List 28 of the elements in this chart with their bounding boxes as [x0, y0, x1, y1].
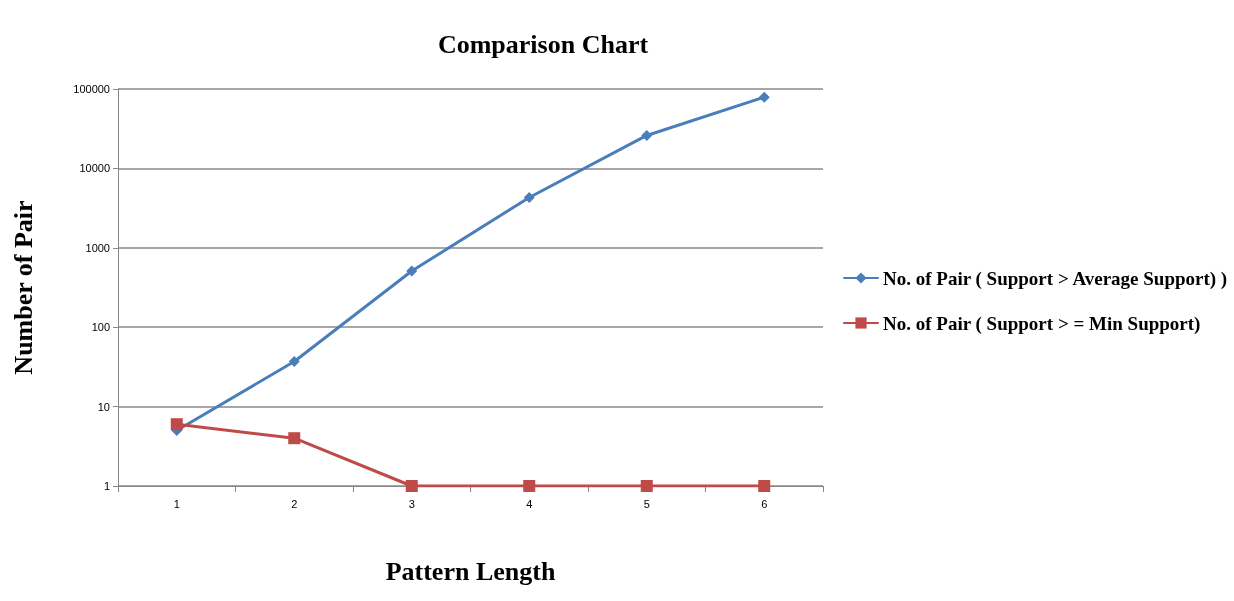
- x-tick-label: 6: [761, 497, 768, 510]
- y-tick-label: 1000: [85, 241, 110, 254]
- legend-label: No. of Pair ( Support > = Min Support): [883, 312, 1201, 335]
- x-tick-label: 1: [173, 497, 180, 510]
- x-tick-label: 5: [643, 497, 650, 510]
- point: [523, 480, 536, 492]
- point: [640, 480, 653, 492]
- y-tick-label: 100000: [73, 83, 110, 95]
- point: [758, 480, 771, 492]
- x-tick-label: 2: [291, 497, 298, 510]
- point: [288, 432, 301, 445]
- y-tick-label: 10: [97, 400, 110, 413]
- x-tick-label: 4: [526, 497, 533, 510]
- point: [406, 265, 418, 277]
- point: [405, 480, 418, 492]
- y-tick-label: 10000: [79, 162, 110, 175]
- point: [641, 129, 653, 141]
- point: [758, 91, 770, 103]
- legend-label: No. of Pair ( Support > Average Support) ): [883, 267, 1228, 290]
- chart-title: Comparison Chart: [437, 29, 649, 59]
- point: [170, 418, 183, 431]
- point: [523, 192, 535, 203]
- point: [288, 355, 300, 367]
- x-axis-title: Pattern Length: [385, 556, 556, 586]
- y-axis-title: Number of Pair: [8, 200, 38, 375]
- y-tick-label: 100: [91, 321, 110, 334]
- y-tick-label: 1: [103, 480, 110, 492]
- x-tick-label: 3: [408, 497, 415, 510]
